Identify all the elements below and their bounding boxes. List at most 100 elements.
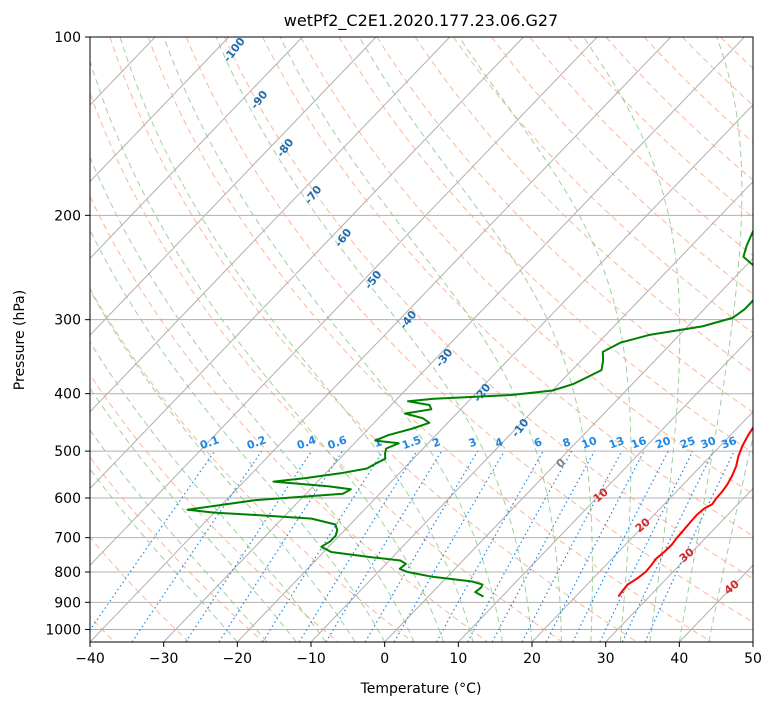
dry-adiabat-line [452,37,753,334]
mixing-ratio-line [185,450,313,642]
y-tick-label: 600 [54,491,81,507]
x-tick-label: −20 [223,651,253,667]
isotherm-line [90,37,598,566]
mixing-ratio-lines [90,450,735,642]
moist-adiabat-line [90,341,327,642]
mixing-ratio-line [466,450,573,642]
mixing-ratio-label: 25 [678,434,697,451]
isotherm-line [605,487,753,642]
moist-adiabat-line [163,37,503,642]
moist-adiabat-line [708,434,753,642]
x-tick-label: 30 [597,651,615,667]
mixing-ratio-line [262,450,384,642]
dry-adiabat-line [185,37,753,623]
y-tick-label: 100 [54,30,81,46]
moist-adiabat-line [90,387,297,642]
isotherm-line [163,37,745,642]
y-tick-label: 200 [54,208,81,224]
x-tick-label: −30 [149,651,179,667]
y-axis-ticks: 100 200 300 400 500 600 700 800 900 1000 [45,30,90,638]
isotherm-line [236,104,753,642]
moist-adiabat-line [90,429,268,642]
y-axis-label: Pressure (hPa) [12,290,28,390]
moist-adiabat-line [90,468,238,642]
isotherm-line [90,37,451,413]
moist-adiabat-line [90,229,386,642]
plot-area: 0.1 0.2 0.4 0.6 1 1.5 2 3 4 6 8 10 13 16 20 25 30 36-100-… [0,37,775,642]
moist-adiabat-line [215,37,533,642]
dewpoint-profile-line [186,229,753,598]
x-tick-label: −40 [75,651,105,667]
mixing-ratio-label: 1.5 [400,433,423,452]
moist-adiabat-line [90,289,356,642]
moist-adiabat-line [279,37,562,642]
y-tick-label: 1000 [45,622,81,638]
dry-adiabat-line [90,536,190,642]
dry-adiabat-line [90,91,563,642]
mixing-ratio-label: 8 [561,435,573,450]
mixing-ratio-label: 10 [580,434,599,452]
dry-adiabat-line [529,37,753,257]
dry-adiabat-line [338,37,753,454]
isotherm-lines [0,37,753,642]
x-tick-label: 20 [523,651,541,667]
mixing-ratio-label: 0.4 [295,433,318,452]
y-tick-label: 400 [54,387,81,403]
x-tick-label: 40 [670,651,688,667]
dry-adiabat-label: -30 [433,346,456,370]
dry-adiabat-line [300,37,753,495]
plot-frame [89,36,754,643]
mixing-ratio-label: 6 [532,435,544,450]
dry-adiabat-label: -20 [471,381,494,405]
dry-adiabat-line [224,37,753,580]
moist-adiabat-label: 30 [677,545,697,565]
dry-adiabat-line [376,37,753,413]
isotherm-line [90,37,303,260]
moist-adiabat-label: 10 [591,485,611,505]
y-tick-label: 500 [54,444,81,460]
moist-adiabat-label: 20 [633,515,653,535]
moist-adiabat-line [119,37,474,642]
mixing-ratio-line [599,450,694,642]
mixing-ratio-label: 0.2 [245,433,268,452]
moist-adiabat-line [90,59,445,642]
mixing-ratio-label: 4 [493,435,505,450]
dry-adiabat-line [605,37,753,181]
mixing-ratio-line [435,450,544,642]
x-tick-label: −10 [296,651,326,667]
moist-adiabat-line [678,37,743,642]
mixing-ratio-label: 20 [654,434,673,452]
moist-adiabat-line [90,155,415,642]
isotherm-line [90,37,672,642]
dry-adiabat-line [491,37,753,295]
dry-adiabat-line [414,37,753,374]
dry-adiabat-label: -10 [509,416,532,440]
dry-adiabat-lines [90,37,775,642]
moist-adiabat-line [583,37,681,642]
dry-adiabat-line [262,37,753,537]
isotherm-line [457,334,753,642]
y-tick-label: 800 [54,565,81,581]
y-tick-label: 300 [54,313,81,329]
moist-adiabat-line [458,37,632,642]
dry-adiabat-label: -70 [302,183,325,207]
x-tick-label: 50 [744,651,762,667]
isotherm-line [0,37,8,642]
mixing-ratio-line [491,450,596,642]
x-axis-label: Temperature (°C) [360,681,482,697]
mixing-ratio-line [644,450,735,642]
dry-adiabat-line [90,287,414,642]
mixing-ratio-line [131,450,263,642]
dry-adiabat-line [681,37,753,107]
isotherm-line [384,257,753,642]
x-tick-label: 10 [449,651,467,667]
dry-adiabat-label: -50 [362,268,385,292]
dry-adiabat-line [759,37,775,642]
sounding-series [186,229,753,598]
dry-adiabat-label: -40 [397,308,420,332]
mixing-ratio-line [90,450,216,632]
mixing-ratio-line [621,450,714,642]
isotherm-line [90,37,377,336]
isotherm-line [752,641,753,642]
chart-title: wetPf2_C2E1.2020.177.23.06.G27 [284,11,558,31]
